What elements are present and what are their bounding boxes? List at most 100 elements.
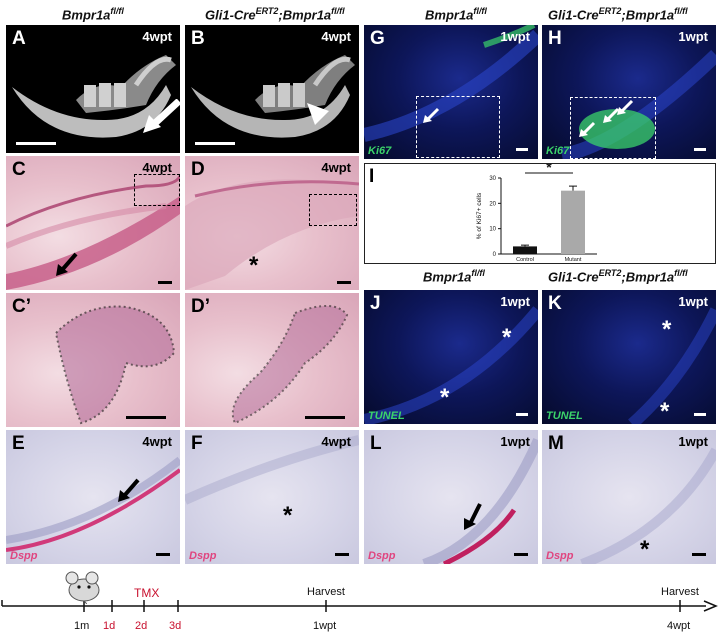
panel-letter: L <box>370 433 382 454</box>
header-text: ;Bmpr1a <box>278 7 332 23</box>
panel-timepoint: 1wpt <box>678 434 708 449</box>
panel-e-dspp: E 4wpt Dspp <box>6 430 180 564</box>
panel-letter: D’ <box>191 296 210 317</box>
stain-label: Dspp <box>10 550 38 562</box>
panel-letter: C’ <box>12 296 31 317</box>
fluorescence-image <box>628 307 716 424</box>
asterisk-mark: * <box>662 316 672 343</box>
panel-letter: C <box>12 159 26 180</box>
panel-timepoint: 1wpt <box>678 294 708 309</box>
header-mutant-left: Gli1-CreERT2;Bmpr1afl/fl <box>205 6 345 22</box>
category-label: Mutant <box>565 257 582 263</box>
panel-b-microct: B 4wpt <box>185 25 359 153</box>
panel-timepoint: 1wpt <box>500 294 530 309</box>
stain-label: Dspp <box>546 550 574 562</box>
header-text: ;Bmpr1a <box>621 7 675 23</box>
panel-timepoint: 4wpt <box>142 160 172 175</box>
header-text: Bmpr1a <box>62 7 111 23</box>
tissue-image <box>6 175 180 290</box>
panel-letter: A <box>12 28 26 49</box>
arrow-icon <box>423 107 440 123</box>
panel-a-microct: A 4wpt <box>6 25 180 153</box>
tissue-image <box>185 435 359 505</box>
scale-bar <box>156 553 170 556</box>
timeline-label-2d: 2d <box>135 620 148 632</box>
tissue-image <box>422 437 538 564</box>
header-sup: ERT2 <box>598 6 622 16</box>
panel-letter: I <box>369 166 375 187</box>
ki67-bar-chart: 0 10 20 30 % of Ki67+ cells Control Mutant * <box>476 164 597 263</box>
fluorescence-image <box>560 49 716 159</box>
panel-timepoint: 4wpt <box>142 29 172 44</box>
mouse-icon <box>65 571 100 604</box>
asterisk-mark: * <box>660 398 670 424</box>
asterisk-mark: * <box>249 252 259 279</box>
panel-letter: F <box>191 433 203 454</box>
panel-c-histology: C 4wpt <box>6 156 180 290</box>
tissue-image <box>185 179 359 290</box>
panel-letter: H <box>548 28 562 49</box>
asterisk-mark: * <box>502 324 512 351</box>
panel-m-dspp: M 1wpt * Dspp <box>542 430 716 564</box>
panel-timepoint: 4wpt <box>321 29 351 44</box>
arrow-icon <box>579 121 596 137</box>
timeline-label-1wpt: 1wpt <box>313 620 337 632</box>
scale-bar <box>337 281 351 284</box>
harvest-label: Harvest <box>307 586 345 598</box>
bar-control <box>513 246 537 254</box>
asterisk-mark: * <box>440 384 450 411</box>
tissue-image <box>6 456 180 552</box>
header-sup: fl/fl <box>674 268 688 278</box>
tmx-label: TMX <box>134 586 160 600</box>
y-tick-label: 20 <box>489 201 496 207</box>
arrow-icon <box>56 252 78 276</box>
scale-bar <box>126 416 166 419</box>
scale-bar <box>158 281 172 284</box>
header-text: ;Bmpr1a <box>621 269 675 285</box>
panel-letter: G <box>370 28 385 49</box>
panel-timepoint: 4wpt <box>321 434 351 449</box>
timeline-label-1d: 1d <box>103 620 116 632</box>
header-sup: fl/fl <box>674 6 688 16</box>
stain-label: TUNEL <box>368 410 405 422</box>
tissue-image <box>54 305 176 425</box>
asterisk-mark: * <box>640 536 650 563</box>
header-mutant-right-mid: Gli1-CreERT2;Bmpr1afl/fl <box>548 268 688 284</box>
panel-d-prime-histology: D’ <box>185 293 359 427</box>
header-text: Bmpr1a <box>425 7 474 23</box>
header-text: Gli1-Cre <box>548 269 599 285</box>
panel-timepoint: 1wpt <box>500 434 530 449</box>
panel-letter: J <box>370 293 381 314</box>
header-sup: ERT2 <box>255 6 279 16</box>
incisor-microct-image <box>191 55 355 138</box>
panel-j-tunel: J 1wpt * * TUNEL <box>364 290 538 424</box>
timeline-label-4wpt: 4wpt <box>667 620 691 632</box>
scale-bar <box>305 416 345 419</box>
asterisk-mark: * <box>283 502 293 529</box>
y-tick-label: 10 <box>489 227 496 233</box>
scale-bar <box>514 553 528 556</box>
panel-letter: M <box>548 433 564 454</box>
stain-label: Dspp <box>189 550 217 562</box>
tissue-image <box>231 305 349 425</box>
panel-letter: D <box>191 159 205 180</box>
stain-label: Dspp <box>368 550 396 562</box>
timeline-axis <box>1 600 718 612</box>
arrow-icon <box>118 478 140 502</box>
scale-bar <box>516 148 528 151</box>
inset-box <box>570 97 656 159</box>
header-control-right-mid: Bmpr1afl/fl <box>423 268 485 284</box>
panel-c-prime-histology: C’ <box>6 293 180 427</box>
panel-timepoint: 1wpt <box>500 29 530 44</box>
harvest-label: Harvest <box>661 586 699 598</box>
scale-bar <box>516 413 528 416</box>
panel-k-tunel: K 1wpt * * TUNEL <box>542 290 716 424</box>
header-mutant-right-top: Gli1-CreERT2;Bmpr1afl/fl <box>548 6 688 22</box>
panel-timepoint: 4wpt <box>142 434 172 449</box>
arrow-icon <box>143 99 180 133</box>
incisor-microct-image <box>12 55 176 138</box>
header-text: Bmpr1a <box>423 269 472 285</box>
header-sup: fl/fl <box>110 6 124 16</box>
scale-bar <box>195 142 235 145</box>
bar-mutant <box>561 190 585 254</box>
